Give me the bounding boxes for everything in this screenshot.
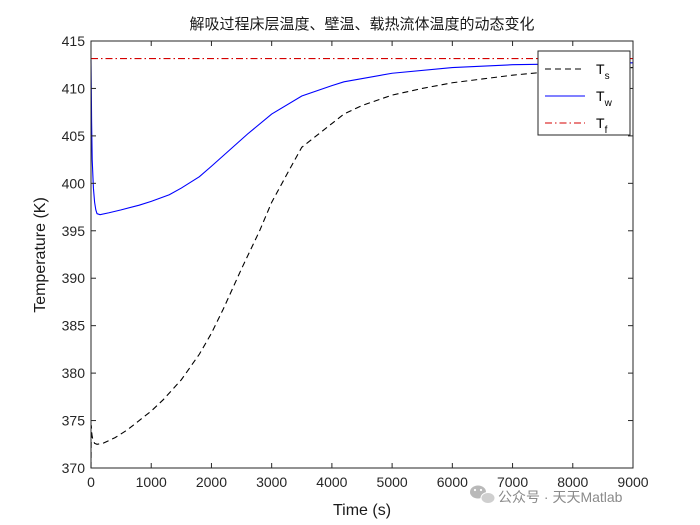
x-tick-label: 2000 <box>196 474 227 490</box>
axes-box <box>90 40 634 469</box>
y-tick-label: 375 <box>62 413 86 429</box>
x-tick-label: 4000 <box>316 474 347 490</box>
legend-label: Tw <box>596 88 613 109</box>
y-tick-label: 385 <box>62 318 86 334</box>
series-line-t-w <box>90 59 634 216</box>
x-tick-label: 5000 <box>377 474 408 490</box>
x-tick-label: 3000 <box>256 474 287 490</box>
x-axis-label: Time (s) <box>333 502 391 519</box>
legend: Ts Tw Tf <box>537 50 631 136</box>
legend-box <box>537 50 631 136</box>
y-tick-label: 410 <box>62 80 86 96</box>
y-axis-label: Temperature (K) <box>32 197 49 313</box>
watermark-text: 公众号 · 天天Matlab <box>498 489 623 505</box>
y-tick-label: 395 <box>62 223 86 239</box>
x-tick-label: 9000 <box>617 474 648 490</box>
y-tick-label: 370 <box>62 460 86 476</box>
x-axis-ticks: 0 1000 2000 3000 4000 5000 6000 7000 8000 9000 <box>87 41 649 490</box>
x-tick-label: 1000 <box>136 474 167 490</box>
y-tick-label: 415 <box>62 33 86 49</box>
x-tick-label: 0 <box>87 474 95 490</box>
x-tick-label: 7000 <box>497 474 528 490</box>
x-tick-label: 6000 <box>437 474 468 490</box>
wechat-icon <box>470 485 496 504</box>
legend-label: Tf <box>596 115 608 136</box>
legend-label: Ts <box>596 61 610 82</box>
series-line-t-s <box>90 67 634 469</box>
y-tick-label: 380 <box>62 365 86 381</box>
y-tick-label: 405 <box>62 128 86 144</box>
watermark: 公众号 · 天天Matlab <box>470 485 623 505</box>
x-tick-label: 8000 <box>557 474 588 490</box>
y-axis-ticks: 370 375 380 385 390 395 400 405 410 415 <box>62 33 633 476</box>
y-tick-label: 390 <box>62 270 86 286</box>
y-tick-label: 400 <box>62 175 86 191</box>
chart-title: 解吸过程床层温度、壁温、载热流体温度的动态变化 <box>189 15 534 33</box>
